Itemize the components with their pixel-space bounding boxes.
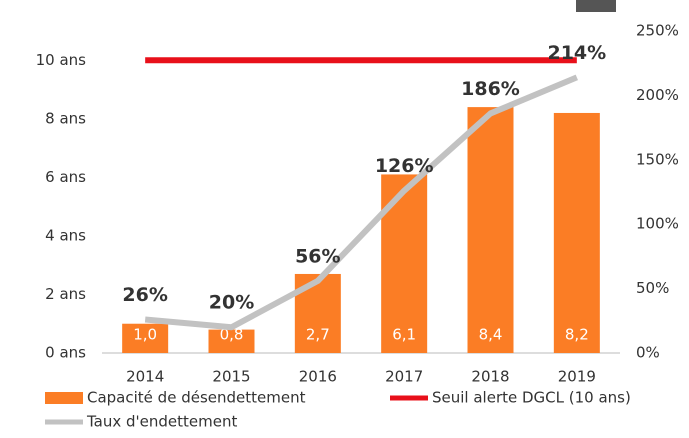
x-tick-label: 2014 — [126, 368, 164, 386]
line-value-label: 20% — [209, 292, 254, 314]
bar — [553, 112, 600, 353]
y-tick-label: 8 ans — [45, 109, 86, 127]
legend-label: Capacité de désendettement — [87, 389, 306, 407]
line — [144, 74, 578, 331]
bar — [208, 329, 255, 353]
line-value-label: 56% — [295, 245, 340, 267]
bar-value-label: 2,7 — [306, 326, 330, 344]
line-value-label: 26% — [122, 284, 167, 306]
bar-value-label: 8,2 — [565, 326, 589, 344]
y2-tick-label: 50% — [636, 279, 669, 297]
bar-value-label: 0,8 — [220, 326, 244, 344]
y-tick-label: 2 ans — [45, 285, 86, 303]
y2-tick-label: 200% — [636, 86, 679, 104]
legend-label: Seuil alerte DGCL (10 ans) — [432, 389, 631, 407]
y-tick-label: 0 ans — [45, 344, 86, 362]
line-value-label: 214% — [547, 42, 606, 64]
y2-tick-label: 150% — [636, 150, 679, 168]
bar-value-label: 6,1 — [392, 326, 416, 344]
legend-label: Taux d'endettement — [86, 413, 237, 431]
y2-tick-label: 100% — [636, 215, 679, 233]
corner-block — [576, 0, 616, 12]
y2-tick-label: 0% — [636, 344, 660, 362]
line-value-label: 186% — [461, 78, 520, 100]
line-value-label: 126% — [375, 155, 434, 177]
bar — [467, 107, 514, 353]
x-tick-label: 2018 — [471, 368, 509, 386]
bar-value-label: 1,0 — [133, 326, 157, 344]
bar — [122, 323, 169, 353]
bar-value-label: 8,4 — [479, 326, 503, 344]
y2-tick-label: 250% — [636, 22, 679, 40]
y-tick-label: 6 ans — [45, 168, 86, 186]
y-tick-label: 10 ans — [36, 51, 87, 69]
x-tick-label: 2015 — [212, 368, 250, 386]
legend-swatch — [45, 392, 83, 404]
x-tick-label: 2019 — [558, 368, 596, 386]
x-tick-label: 2017 — [385, 368, 423, 386]
y-tick-label: 4 ans — [45, 226, 86, 244]
x-tick-label: 2016 — [299, 368, 337, 386]
